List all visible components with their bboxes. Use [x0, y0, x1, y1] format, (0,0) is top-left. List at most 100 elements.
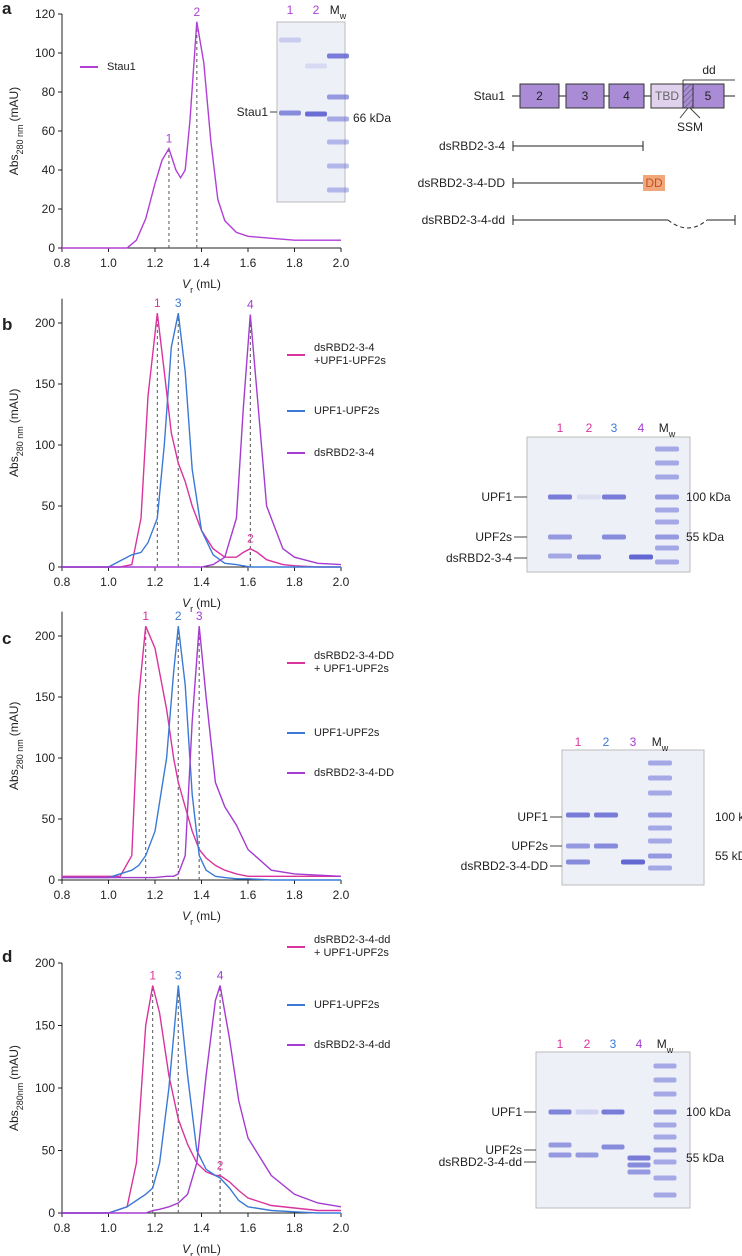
mw-label: 66 kDa	[353, 111, 391, 125]
gel-band	[601, 1144, 625, 1150]
legend-label: dsRBD2-3-4-dd + UPF1-UPF2s	[314, 934, 391, 959]
panel-label: d	[2, 947, 12, 966]
ssm-label: SSM	[677, 120, 703, 134]
lane-label: 1	[557, 1037, 564, 1051]
lane-label-part: M	[657, 1037, 667, 1051]
lane-label: Mw	[657, 1037, 674, 1055]
band-label: UPF1	[491, 1105, 522, 1119]
y-axis-label-part: Abs	[7, 769, 21, 790]
series-line	[62, 985, 342, 1214]
x-tick-label: 2.0	[333, 888, 350, 902]
gel-band	[602, 534, 626, 540]
y-axis-label-part: Abs	[7, 155, 21, 176]
y-tick-label: 0	[48, 873, 55, 887]
gel-band	[653, 1134, 677, 1140]
gel-band	[655, 559, 679, 565]
gel-band	[648, 838, 672, 844]
lane-label: 1	[287, 3, 294, 17]
gel-band	[653, 1159, 677, 1165]
x-axis-label-part: (mL)	[196, 1242, 221, 1256]
gel	[526, 436, 691, 573]
x-tick-label: 0.8	[54, 1221, 71, 1235]
gel-band	[279, 110, 301, 116]
gel-band	[648, 812, 672, 818]
mw-label: 55 kDa	[686, 1151, 724, 1165]
gel-band	[279, 37, 301, 43]
lane-label: 1	[575, 735, 582, 749]
gel-band	[655, 474, 679, 480]
x-tick-label: 1.8	[286, 888, 303, 902]
lane-label: 2	[603, 735, 610, 749]
panel-label: a	[2, 0, 12, 18]
x-tick-label: 0.8	[54, 575, 71, 589]
x-tick-label: 1.6	[240, 256, 257, 270]
mw-label: 100 kDa	[686, 1105, 731, 1119]
gel-band	[653, 1091, 677, 1097]
x-tick-label: 1.4	[193, 888, 210, 902]
gel-band	[566, 812, 590, 818]
y-axis-label-part: Abs	[7, 1110, 21, 1131]
y-axis-label-part: (mAU)	[7, 1045, 21, 1080]
gel-band	[575, 1109, 599, 1115]
lane-label: 2	[313, 3, 320, 17]
y-axis-label: Abs280nm (mAU)	[7, 1045, 25, 1131]
gel-band	[627, 1155, 651, 1161]
series-line	[62, 626, 341, 881]
y-tick-label: 200	[35, 316, 55, 330]
lane-label-part: w	[666, 1045, 674, 1055]
lane-label-part: M	[330, 3, 340, 17]
band-label: Stau1	[237, 105, 269, 119]
gel-band	[548, 534, 572, 540]
legend-label: dsRBD2-3-4-dd	[314, 1038, 391, 1051]
band-label: dsRBD2-3-4	[446, 551, 512, 565]
x-axis-label-part: (mL)	[196, 596, 221, 610]
gel-band	[327, 116, 349, 122]
lane-label: 1	[557, 421, 564, 435]
legend-label: UPF1-UPF2s	[314, 726, 380, 739]
peak-label: 3	[175, 296, 182, 310]
x-tick-label: 2.0	[333, 256, 350, 270]
x-tick-label: 1.6	[240, 1221, 257, 1235]
legend-label: dsRBD2-3-4-DD	[314, 766, 395, 779]
gel-band	[627, 1162, 651, 1168]
x-tick-label: 1.2	[147, 888, 164, 902]
x-axis-label-part: (mL)	[196, 909, 221, 923]
band-label: dsRBD2-3-4-DD	[461, 859, 549, 873]
construct-label: dsRBD2-3-4-DD	[418, 176, 506, 190]
y-axis-label-part: (mAU)	[7, 702, 21, 737]
x-axis-label-part: r	[190, 1250, 193, 1256]
gel-band	[327, 94, 349, 100]
peak-label: 4	[217, 969, 224, 983]
gel-band	[648, 853, 672, 859]
gel-band	[305, 111, 327, 117]
legend-label: dsRBD2-3-4 +UPF1-UPF2s	[314, 342, 386, 367]
series-line	[62, 21, 341, 249]
y-axis-label-part: 280 nm	[15, 426, 25, 456]
x-axis-label: Vr (mL)	[182, 596, 221, 614]
y-tick-label: 0	[48, 560, 55, 574]
gel-band	[601, 1109, 625, 1115]
x-tick-label: 1.8	[286, 575, 303, 589]
gel-band	[653, 1063, 677, 1069]
y-axis-label: Abs280 nm (mAU)	[7, 389, 25, 477]
gel-band	[653, 1077, 677, 1083]
y-axis-label-part: 280 nm	[15, 739, 25, 769]
series-line	[62, 313, 341, 568]
peak-label: 3	[175, 969, 182, 983]
gel-band	[594, 843, 618, 849]
x-tick-label: 0.8	[54, 256, 71, 270]
gel-band	[648, 865, 672, 871]
band-label: UPF2s	[475, 530, 512, 544]
mw-label: 55 kDa	[715, 849, 742, 863]
x-axis-label-part: r	[190, 917, 193, 927]
gel-band	[653, 1192, 677, 1198]
y-tick-label: 100	[35, 751, 55, 765]
domain-box	[608, 83, 645, 109]
gel-band	[548, 1152, 572, 1158]
band-label: UPF2s	[485, 1143, 522, 1157]
legend-label: dsRBD2-3-4	[314, 446, 375, 459]
legend-label: UPF1-UPF2s	[314, 998, 380, 1011]
mw-label: 100 kDa	[686, 490, 731, 504]
gel-band	[653, 1122, 677, 1128]
y-tick-label: 40	[42, 163, 56, 177]
